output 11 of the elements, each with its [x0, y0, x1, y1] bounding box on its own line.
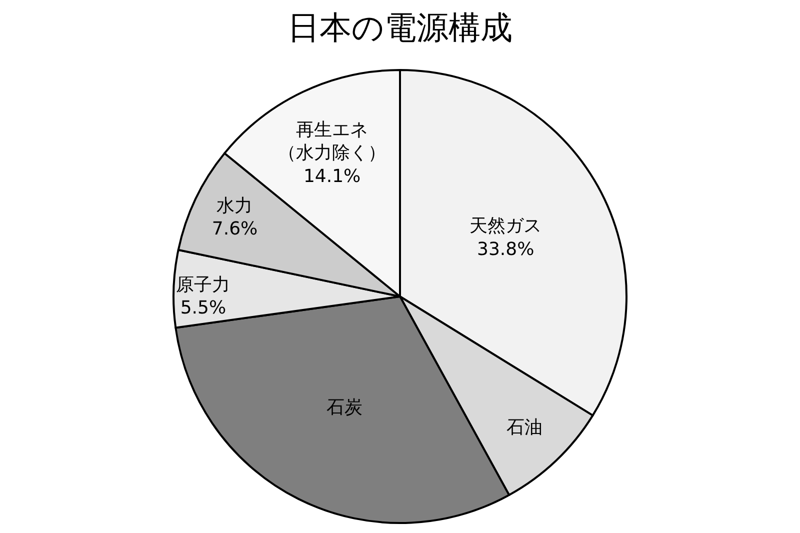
data-label: 14.1% [303, 166, 361, 188]
chart-title: 日本の電源構成 [288, 8, 512, 46]
data-label: 7.6% [212, 218, 258, 240]
slice-label: 水力 [216, 195, 253, 216]
slice-label: 石炭 [326, 397, 362, 418]
slice-label: 石油 [506, 416, 542, 438]
slice-label: 天然ガス [470, 215, 542, 236]
slice-label: 原子力 [176, 274, 230, 296]
slice-label: 再生エネ（水力除く） [278, 119, 386, 164]
data-label: 33.8% [476, 238, 534, 260]
data-label: 5.5% [180, 298, 226, 319]
